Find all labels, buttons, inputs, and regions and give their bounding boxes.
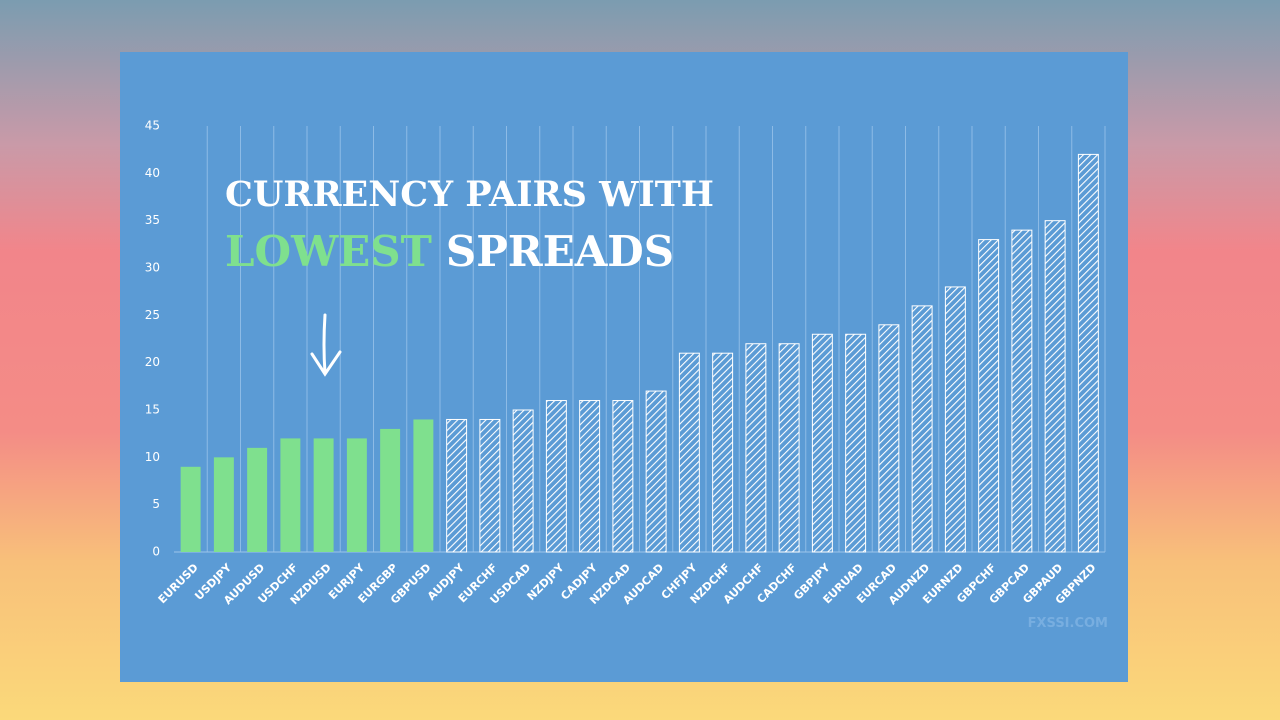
title-rest: SPREADS: [446, 227, 674, 276]
bar: [446, 418, 468, 553]
title-highlight: LOWEST: [225, 227, 432, 276]
y-tick-label: 35: [145, 213, 160, 227]
bar: [512, 409, 534, 553]
bar: [313, 438, 334, 552]
y-tick-label: 20: [145, 355, 160, 369]
bar: [612, 400, 634, 553]
arrow: [310, 313, 342, 377]
bar: [1044, 220, 1066, 553]
bar: [213, 457, 234, 552]
y-tick-label: 45: [145, 119, 160, 133]
y-tick-label: 5: [152, 497, 160, 511]
bar: [778, 343, 800, 553]
bar: [545, 400, 567, 553]
bar: [911, 305, 933, 553]
bar: [712, 352, 734, 553]
title-line: LOWEST SPREADS: [225, 227, 674, 276]
bar: [944, 286, 966, 553]
y-tick-label: 40: [145, 166, 160, 180]
bar: [346, 438, 367, 552]
bar: [678, 352, 700, 553]
y-tick-label: 25: [145, 308, 160, 322]
bar: [845, 333, 867, 553]
watermark: FXSSI.COM: [1028, 616, 1108, 631]
bar: [878, 324, 900, 553]
bar: [413, 419, 434, 552]
bar: [811, 333, 833, 553]
bar: [579, 400, 601, 553]
bar: [978, 239, 1000, 553]
bar: [645, 390, 667, 553]
bar: [1077, 153, 1099, 553]
y-tick-label: 15: [145, 403, 160, 417]
y-tick-label: 10: [145, 450, 160, 464]
bar: [1011, 229, 1033, 553]
bar: [180, 466, 201, 552]
bar: [280, 438, 301, 552]
bar: [380, 428, 401, 552]
title-line: CURRENCY PAIRS WITH: [225, 174, 714, 215]
bar: [247, 447, 268, 552]
bar: [479, 418, 501, 553]
y-tick-label: 30: [145, 261, 160, 275]
y-tick-label: 0: [152, 545, 160, 559]
bar: [745, 343, 767, 553]
